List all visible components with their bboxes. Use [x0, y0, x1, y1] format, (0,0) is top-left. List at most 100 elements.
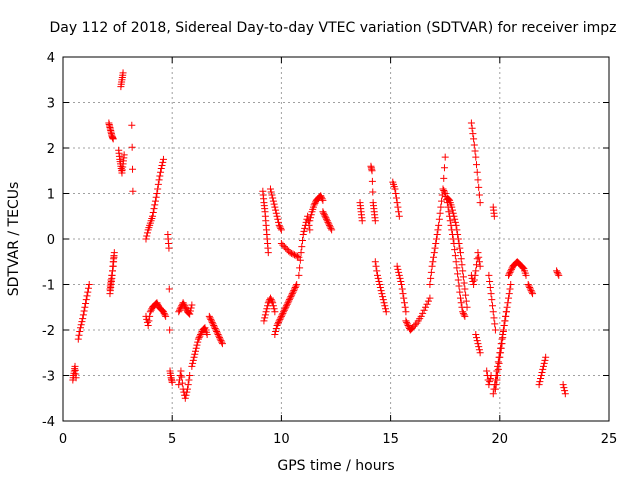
data-point: [393, 262, 401, 270]
data-point: [475, 343, 483, 351]
data-point: [495, 359, 503, 367]
data-point: [218, 338, 226, 346]
data-point: [395, 208, 403, 216]
data-point: [381, 302, 389, 310]
data-point: [261, 311, 269, 319]
data-point: [306, 217, 314, 225]
y-tick-label: -1: [42, 279, 55, 294]
data-point: [441, 190, 449, 197]
data-point: [483, 367, 491, 375]
data-point: [128, 143, 136, 151]
data-point: [300, 227, 308, 235]
data-point: [458, 261, 466, 269]
data-point: [268, 297, 276, 305]
data-point: [276, 315, 284, 323]
data-point: [189, 356, 197, 364]
data-point: [82, 299, 90, 307]
data-point: [470, 276, 478, 284]
chart-title: Day 112 of 2018, Sidereal Day-to-day VTE…: [50, 20, 617, 36]
data-point: [274, 318, 282, 326]
data-point: [560, 384, 568, 392]
data-point: [218, 340, 226, 348]
data-point: [72, 374, 80, 382]
data-point: [373, 267, 381, 275]
data-point: [277, 224, 285, 232]
data-point: [554, 270, 562, 278]
data-point: [469, 277, 477, 285]
data-point: [272, 206, 280, 214]
data-point: [519, 264, 527, 272]
y-tick-label: 1: [47, 188, 55, 203]
data-point: [192, 344, 200, 352]
data-point: [456, 294, 464, 302]
data-point: [208, 318, 216, 326]
data-point: [325, 220, 333, 228]
data-point: [555, 271, 563, 279]
x-tick-label: 15: [382, 432, 399, 447]
data-point: [327, 224, 335, 232]
data-point: [459, 309, 467, 317]
tick-layer: 0 5 10 15 20 25 -4 -3 -2 -1 0 1 2 3 4: [42, 51, 617, 447]
data-point: [435, 215, 443, 223]
data-point: [454, 230, 462, 238]
data-point: [455, 240, 463, 248]
data-point: [494, 372, 502, 379]
data-point: [488, 296, 496, 304]
data-point: [371, 258, 379, 266]
data-point: [396, 274, 404, 282]
data-point: [279, 241, 287, 249]
data-point: [282, 244, 290, 252]
data-point: [473, 337, 481, 345]
data-point: [261, 314, 269, 322]
data-point: [260, 317, 268, 325]
data-point: [498, 340, 506, 348]
data-point: [80, 307, 88, 315]
y-tick-label: -3: [42, 370, 55, 385]
data-point: [460, 279, 468, 287]
data-point: [489, 302, 497, 310]
data-point: [289, 288, 297, 296]
data-point: [419, 309, 427, 317]
data-point: [497, 344, 505, 352]
y-tick-label: 0: [47, 233, 55, 248]
data-point: [448, 206, 456, 214]
data-point: [84, 284, 92, 292]
data-point: [79, 311, 87, 319]
data-point: [158, 161, 166, 169]
data-point: [474, 340, 482, 348]
data-point: [468, 124, 476, 132]
data-point: [277, 312, 285, 320]
data-point: [274, 215, 282, 223]
data-point: [445, 208, 453, 216]
data-point: [518, 263, 526, 271]
data-point: [270, 305, 278, 313]
data-point: [292, 282, 300, 290]
data-point: [205, 312, 213, 320]
data-point: [181, 394, 189, 402]
data-point: [505, 271, 513, 279]
data-point: [440, 164, 448, 172]
data-point: [491, 385, 499, 393]
data-point: [486, 375, 494, 383]
data-point: [263, 305, 271, 313]
data-point: [454, 270, 462, 278]
data-point: [203, 331, 211, 339]
data-point: [166, 326, 174, 334]
data-point: [491, 326, 499, 334]
data-point: [295, 253, 303, 261]
data-point: [293, 252, 301, 260]
data-point: [283, 246, 291, 254]
data-point: [433, 230, 441, 238]
data-point: [427, 268, 435, 276]
data-point: [320, 209, 328, 217]
data-point: [183, 388, 191, 396]
data-point: [377, 287, 385, 295]
data-point: [267, 188, 275, 196]
data-point: [397, 277, 405, 285]
data-point: [186, 372, 194, 379]
data-point: [496, 353, 504, 361]
data-point: [193, 341, 201, 349]
data-point: [299, 230, 307, 238]
data-point: [371, 217, 379, 225]
data-point: [427, 274, 435, 282]
